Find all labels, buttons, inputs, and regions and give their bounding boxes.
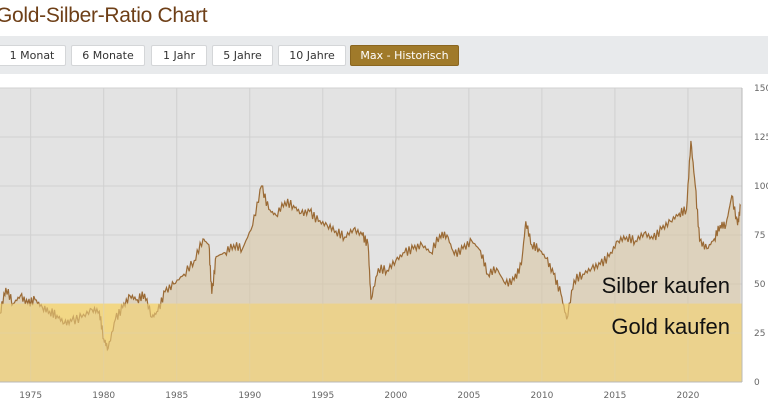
x-tick-label: 2020 xyxy=(677,391,700,401)
x-tick-label: 2000 xyxy=(384,391,407,401)
x-tick-label: 1990 xyxy=(238,391,261,401)
page-title: Gold-Silber-Ratio Chart xyxy=(0,4,208,27)
y-tick-label: 125 xyxy=(754,133,768,143)
annotation-gold-kaufen: Gold kaufen xyxy=(611,314,730,339)
range-button-10-years[interactable]: 10 Jahre xyxy=(278,45,346,66)
gold-zone-overlay xyxy=(0,303,742,382)
range-button-5-years[interactable]: 5 Jahre xyxy=(212,45,273,66)
y-tick-label: 150 xyxy=(754,84,768,94)
y-tick-label: 75 xyxy=(754,231,765,241)
range-button-max-historic[interactable]: Max - Historisch xyxy=(350,45,459,66)
x-tick-label: 2015 xyxy=(603,391,626,401)
x-tick-label: 1980 xyxy=(92,391,115,401)
range-button-1-month[interactable]: 1 Monat xyxy=(0,45,66,66)
x-tick-label: 1985 xyxy=(165,391,188,401)
y-tick-label: 100 xyxy=(754,182,768,192)
y-tick-label: 25 xyxy=(754,329,765,339)
x-tick-label: 1975 xyxy=(19,391,42,401)
x-tick-label: 2010 xyxy=(530,391,553,401)
annotation-silber-kaufen: Silber kaufen xyxy=(602,273,730,298)
range-button-6-months[interactable]: 6 Monate xyxy=(71,45,145,66)
y-tick-label: 0 xyxy=(754,378,760,388)
x-tick-label: 2005 xyxy=(457,391,480,401)
x-tick-label: 1995 xyxy=(311,391,334,401)
y-tick-label: 50 xyxy=(754,280,766,290)
range-button-1-year[interactable]: 1 Jahr xyxy=(151,45,207,66)
